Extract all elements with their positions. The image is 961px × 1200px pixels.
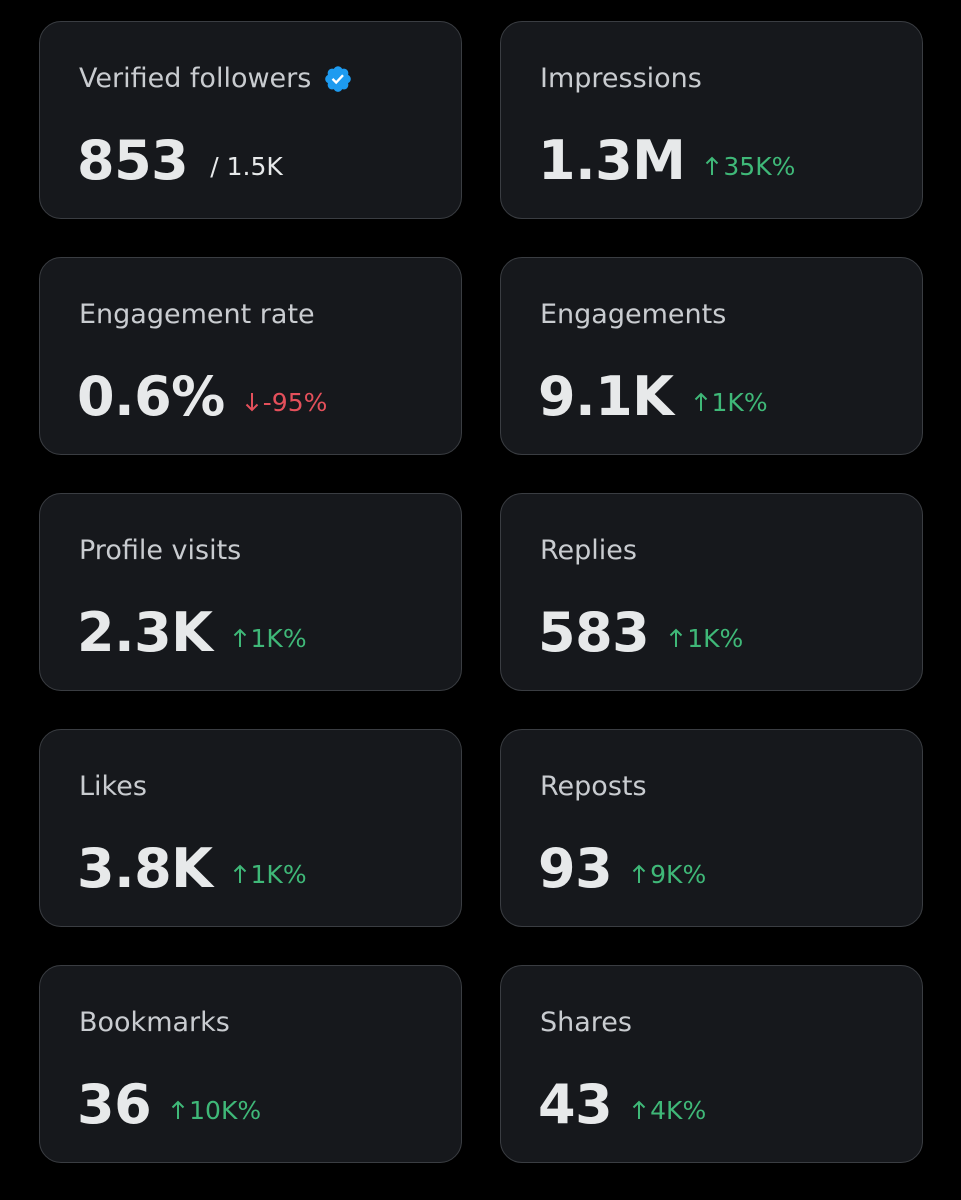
metric-delta-value: 35K% <box>723 151 796 181</box>
metric-value: 853 <box>77 129 189 192</box>
metric-delta: 1K% <box>669 624 743 653</box>
metric-card-reposts[interactable]: Reposts 93 9K% <box>500 729 923 927</box>
metric-value-row: 9.1K 1K% <box>538 362 768 432</box>
metric-total: / 1.5K <box>210 151 283 181</box>
metric-value: 93 <box>538 837 613 900</box>
metric-card-engagement-rate[interactable]: Engagement rate 0.6% -95% <box>39 257 462 455</box>
metric-label-row: Profile visits <box>79 533 241 569</box>
metric-value: 0.6% <box>77 365 225 428</box>
metric-label-row: Engagements <box>540 297 726 333</box>
arrow-up-icon <box>632 1100 646 1119</box>
metric-label-row: Verified followers <box>79 61 353 97</box>
arrow-down-icon <box>245 393 258 412</box>
metric-value: 9.1K <box>538 365 674 428</box>
metric-value: 1.3M <box>538 129 686 192</box>
metric-value-row: 1.3M 35K% <box>538 126 795 196</box>
metric-label-row: Replies <box>540 533 637 569</box>
metric-value: 2.3K <box>77 601 213 664</box>
metric-value: 36 <box>77 1073 152 1136</box>
metric-value-row: 36 10K% <box>77 1070 261 1140</box>
arrow-up-icon <box>233 864 246 883</box>
metric-delta: 10K% <box>171 1096 261 1125</box>
metric-card-verified-followers[interactable]: Verified followers 853 / 1.5K <box>39 21 462 219</box>
metric-value-row: 43 4K% <box>538 1070 706 1140</box>
metric-label: Replies <box>540 535 637 566</box>
metric-label: Impressions <box>540 63 702 94</box>
metric-delta-value: 1K% <box>711 387 768 417</box>
metric-delta: 4K% <box>632 1096 706 1125</box>
metric-delta-value: 1K% <box>250 623 307 653</box>
metric-delta: 1K% <box>233 860 307 889</box>
metric-card-replies[interactable]: Replies 583 1K% <box>500 493 923 691</box>
metric-value-row: 853 / 1.5K <box>77 126 283 196</box>
metric-value: 43 <box>538 1073 613 1136</box>
metric-value: 583 <box>538 601 650 664</box>
metric-label: Engagement rate <box>79 299 315 330</box>
metric-delta: -95% <box>245 387 328 417</box>
metric-label: Reposts <box>540 771 647 802</box>
metric-label-row: Likes <box>79 769 147 805</box>
metric-card-shares[interactable]: Shares 43 4K% <box>500 965 923 1163</box>
metric-delta-value: 4K% <box>650 1095 707 1125</box>
verified-badge-icon <box>323 64 353 94</box>
arrow-up-icon <box>670 628 683 647</box>
metric-delta: 1K% <box>233 624 307 653</box>
metric-value: 3.8K <box>77 837 213 900</box>
metric-delta: 9K% <box>632 860 706 889</box>
metric-delta-value: -95% <box>262 387 328 417</box>
metric-card-engagements[interactable]: Engagements 9.1K 1K% <box>500 257 923 455</box>
metric-value-row: 583 1K% <box>538 598 743 668</box>
metric-value-row: 0.6% -95% <box>77 362 327 432</box>
arrow-up-icon <box>632 864 646 883</box>
arrow-up-icon <box>171 1100 185 1119</box>
metric-card-impressions[interactable]: Impressions 1.3M 35K% <box>500 21 923 219</box>
metric-value-row: 93 9K% <box>538 834 706 904</box>
metric-label: Engagements <box>540 299 727 330</box>
metric-delta-value: 1K% <box>250 859 307 889</box>
metric-label-row: Impressions <box>540 61 702 97</box>
metric-label-row: Engagement rate <box>79 297 315 333</box>
metric-card-profile-visits[interactable]: Profile visits 2.3K 1K% <box>39 493 462 691</box>
metric-label-row: Reposts <box>540 769 647 805</box>
arrow-up-icon <box>706 156 719 175</box>
metrics-grid: Verified followers 853 / 1.5K Impression… <box>39 21 923 1163</box>
metric-label-row: Bookmarks <box>79 1005 230 1041</box>
arrow-up-icon <box>233 628 246 647</box>
metric-label: Likes <box>79 771 147 802</box>
metric-label: Profile visits <box>79 535 242 566</box>
metric-card-likes[interactable]: Likes 3.8K 1K% <box>39 729 462 927</box>
metric-label: Shares <box>540 1007 632 1038</box>
metric-delta-value: 9K% <box>650 859 707 889</box>
metric-delta: 35K% <box>705 152 795 181</box>
metric-label-row: Shares <box>540 1005 632 1041</box>
metric-delta: 1K% <box>694 388 768 417</box>
metric-label: Verified followers <box>79 63 312 94</box>
metric-value-row: 2.3K 1K% <box>77 598 307 668</box>
metric-label: Bookmarks <box>79 1007 230 1038</box>
metric-delta-value: 10K% <box>189 1095 262 1125</box>
metric-delta-value: 1K% <box>687 623 744 653</box>
arrow-up-icon <box>694 392 707 411</box>
metric-card-bookmarks[interactable]: Bookmarks 36 10K% <box>39 965 462 1163</box>
metric-value-row: 3.8K 1K% <box>77 834 307 904</box>
